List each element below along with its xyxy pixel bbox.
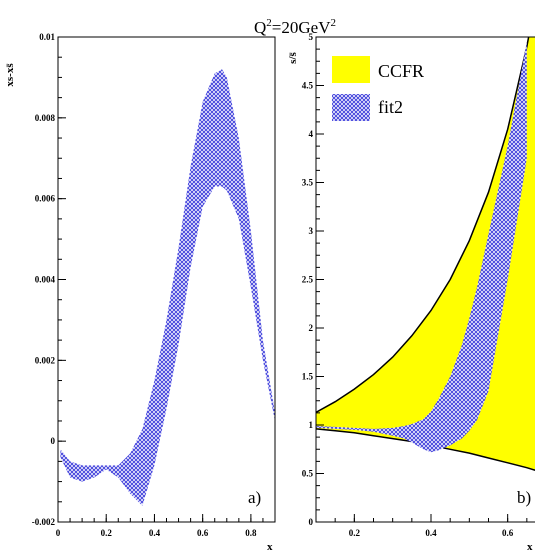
- panel-a-xtick-label: 0.6: [197, 528, 209, 538]
- panel-b-ytick-label: 5: [309, 32, 314, 42]
- panel-b-data: [316, 37, 535, 471]
- panel-b-ytick-label: 1.5: [302, 372, 314, 382]
- panel-b-ytick-label: 4.5: [302, 81, 314, 91]
- panel-b-ytick-label: 0: [309, 517, 314, 527]
- panel-b-ytick-label: 4: [309, 129, 314, 139]
- figure-title-base: Q: [254, 18, 266, 37]
- legend-swatch-fit2: [332, 94, 370, 121]
- panel-a-xlabel: x: [267, 541, 273, 552]
- panel-a-ylabel: xs-xs̄: [4, 63, 16, 87]
- panel-b-band-fit2: [316, 41, 527, 453]
- panel-a: 0 0.2 0.4 0.6 0.8-0.00200.0020.0040.0060.008…: [4, 32, 276, 552]
- panel-b-ytick-label: 2: [309, 323, 314, 333]
- panel-b-xtick-label: 0.2: [349, 528, 361, 538]
- panel-b-ytick-label: 1: [309, 420, 314, 430]
- panel-a-xtick-label: 0: [56, 528, 61, 538]
- panel-a-data: [60, 69, 275, 506]
- panel-a-ytick-label: 0.01: [39, 32, 55, 42]
- legend-label-ccfr: CCFR: [378, 61, 424, 81]
- figure-title-sup1: 2: [266, 17, 272, 29]
- figure-title-mid: =20GeV: [272, 18, 331, 37]
- panel-b-ytick-label: 3.5: [302, 178, 314, 188]
- panel-a-ytick-label: 0.002: [35, 355, 56, 365]
- panel-a-ytick-label: 0.006: [35, 194, 56, 204]
- panel-b-ytick-label: 3: [309, 226, 314, 236]
- panel-a-ytick-label: 0.004: [35, 275, 56, 285]
- legend-swatch-ccfr: [332, 56, 370, 83]
- panel-b-label: b): [517, 488, 531, 507]
- panel-b: 0.2 0.4 0.6 0 0.5 1 1.5 2 2.5 3 3.5 4 4.5 5 s/s̄ x b)…: [287, 32, 535, 552]
- panel-b-xtick-label: 0.4: [425, 528, 437, 538]
- panel-a-xtick-label: 0.4: [149, 528, 161, 538]
- panel-b-xlabel: x: [527, 541, 533, 552]
- panel-a-band-xs-diff: [60, 69, 275, 506]
- panel-a-axes: 0 0.2 0.4 0.6 0.8-0.00200.0020.0040.0060.008…: [32, 32, 276, 538]
- panel-a-xtick-label: 0.8: [245, 528, 257, 538]
- panel-a-frame: [57, 36, 276, 523]
- panel-b-ylabel: s/s̄: [287, 51, 299, 63]
- panel-b-axes: 0.2 0.4 0.6 0 0.5 1 1.5 2 2.5 3 3.5 4 4.5 5: [302, 32, 528, 538]
- figure-title: Q2=20GeV2: [254, 17, 336, 37]
- panel-a-ytick-label: 0: [51, 436, 56, 446]
- figure-title-sup2: 2: [330, 17, 336, 29]
- legend-label-fit2: fit2: [378, 97, 403, 117]
- panel-b-xtick-label: 0.6: [502, 528, 514, 538]
- panel-a-label: a): [248, 488, 261, 507]
- panel-b-ccfr-upper-curve: [316, 37, 530, 414]
- panel-a-ytick-label: -0.002: [32, 517, 56, 527]
- legend: CCFR fit2: [332, 56, 424, 121]
- panel-b-ytick-label: 0.5: [302, 469, 314, 479]
- panel-a-ytick-label: 0.008: [35, 113, 56, 123]
- panel-b-ytick-label: 2.5: [302, 275, 314, 285]
- panel-a-xtick-label: 0.2: [101, 528, 113, 538]
